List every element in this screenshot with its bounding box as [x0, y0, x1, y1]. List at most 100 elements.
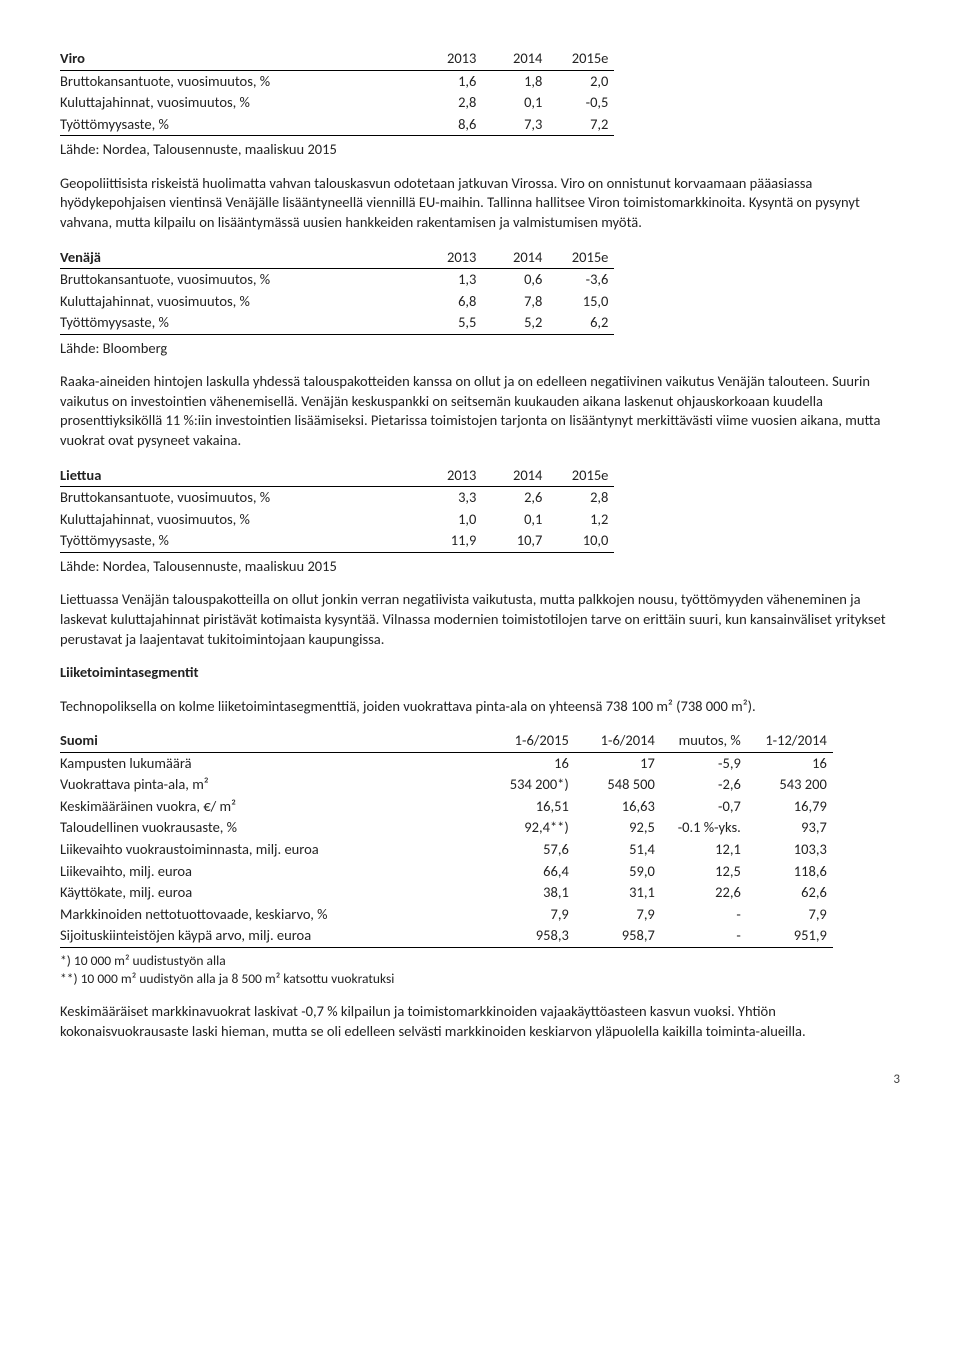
cell: 7,3 [482, 114, 548, 136]
row-label: Bruttokansantuote, vuosimuutos, % [60, 487, 416, 509]
paragraph: Keskimääräiset markkinavuokrat laskivat … [60, 1002, 900, 1041]
cell: 66,4 [489, 861, 575, 883]
cell: 6,8 [416, 291, 482, 313]
table-venaja: Venäjä 2013 2014 2015e Bruttokansantuote… [60, 247, 614, 335]
row-label: Bruttokansantuote, vuosimuutos, % [60, 269, 416, 291]
cell: 2,8 [416, 92, 482, 114]
cell: 0,1 [482, 92, 548, 114]
table-suomi: Suomi 1-6/2015 1-6/2014 muutos, % 1-12/2… [60, 730, 833, 948]
cell: 51,4 [575, 839, 661, 861]
cell: 62,6 [747, 882, 833, 904]
cell: 0,1 [482, 509, 548, 531]
row-label: Kuluttajahinnat, vuosimuutos, % [60, 291, 416, 313]
paragraph: Technopoliksella on kolme liiketoimintas… [60, 697, 900, 717]
cell: 16 [489, 752, 575, 774]
cell: 2,8 [548, 487, 614, 509]
col-header: 2013 [416, 247, 482, 269]
cell: 548 500 [575, 774, 661, 796]
col-header: 1-6/2015 [489, 730, 575, 752]
row-label: Sijoituskiinteistöjen käypä arvo, milj. … [60, 925, 489, 947]
row-label: Kuluttajahinnat, vuosimuutos, % [60, 92, 416, 114]
row-label: Työttömyysaste, % [60, 312, 416, 334]
col-header: 2015e [548, 465, 614, 487]
cell: 2,6 [482, 487, 548, 509]
cell: 15,0 [548, 291, 614, 313]
table-title: Suomi [60, 730, 489, 752]
cell: 7,2 [548, 114, 614, 136]
cell: 118,6 [747, 861, 833, 883]
col-header: 2015e [548, 48, 614, 70]
col-header: 2013 [416, 465, 482, 487]
col-header: 2014 [482, 48, 548, 70]
col-header: 2015e [548, 247, 614, 269]
cell: 38,1 [489, 882, 575, 904]
source-line: Lähde: Nordea, Talousennuste, maaliskuu … [60, 557, 900, 577]
cell: 7,9 [575, 904, 661, 926]
cell: 1,3 [416, 269, 482, 291]
source-line: Lähde: Bloomberg [60, 339, 900, 359]
row-label: Bruttokansantuote, vuosimuutos, % [60, 70, 416, 92]
cell: -5,9 [661, 752, 747, 774]
cell: -2,6 [661, 774, 747, 796]
cell: 16,51 [489, 796, 575, 818]
paragraph: Geopoliittisista riskeistä huolimatta va… [60, 174, 900, 233]
table-liettua: Liettua 2013 2014 2015e Bruttokansantuot… [60, 465, 614, 553]
paragraph: Liettuassa Venäjän talouspakotteilla on … [60, 590, 900, 649]
table-title: Venäjä [60, 247, 416, 269]
col-header: muutos, % [661, 730, 747, 752]
col-header: 1-12/2014 [747, 730, 833, 752]
col-header: 1-6/2014 [575, 730, 661, 752]
cell: 92,4**) [489, 817, 575, 839]
cell: 16,79 [747, 796, 833, 818]
cell: 59,0 [575, 861, 661, 883]
source-line: Lähde: Nordea, Talousennuste, maaliskuu … [60, 140, 900, 160]
row-label: Käyttökate, milj. euroa [60, 882, 489, 904]
cell: 103,3 [747, 839, 833, 861]
row-label: Vuokrattava pinta-ala, m² [60, 774, 489, 796]
row-label: Kampusten lukumäärä [60, 752, 489, 774]
cell: 22,6 [661, 882, 747, 904]
cell: 5,5 [416, 312, 482, 334]
cell: 10,0 [548, 530, 614, 552]
cell: 6,2 [548, 312, 614, 334]
row-label: Kuluttajahinnat, vuosimuutos, % [60, 509, 416, 531]
cell: 534 200*) [489, 774, 575, 796]
paragraph: Raaka-aineiden hintojen laskulla yhdessä… [60, 372, 900, 450]
table-title: Liettua [60, 465, 416, 487]
cell: 16 [747, 752, 833, 774]
footnote: **) 10 000 m² uudistyön alla ja 8 500 m²… [60, 970, 900, 988]
cell: 1,6 [416, 70, 482, 92]
cell: - [661, 904, 747, 926]
cell: 7,8 [482, 291, 548, 313]
cell: 8,6 [416, 114, 482, 136]
cell: 31,1 [575, 882, 661, 904]
cell: 57,6 [489, 839, 575, 861]
cell: 16,63 [575, 796, 661, 818]
col-header: 2013 [416, 48, 482, 70]
cell: - [661, 925, 747, 947]
cell: 10,7 [482, 530, 548, 552]
cell: 17 [575, 752, 661, 774]
cell: 1,8 [482, 70, 548, 92]
cell: 1,0 [416, 509, 482, 531]
row-label: Liikevaihto, milj. euroa [60, 861, 489, 883]
cell: 543 200 [747, 774, 833, 796]
cell: 5,2 [482, 312, 548, 334]
cell: 958,3 [489, 925, 575, 947]
row-label: Markkinoiden nettotuottovaade, keskiarvo… [60, 904, 489, 926]
cell: 12,5 [661, 861, 747, 883]
row-label: Liikevaihto vuokraustoiminnasta, milj. e… [60, 839, 489, 861]
cell: 93,7 [747, 817, 833, 839]
cell: -0.1 %-yks. [661, 817, 747, 839]
table-title: Viro [60, 48, 416, 70]
cell: 12,1 [661, 839, 747, 861]
cell: 3,3 [416, 487, 482, 509]
cell: 1,2 [548, 509, 614, 531]
cell: 7,9 [489, 904, 575, 926]
page-number: 3 [60, 1071, 900, 1089]
col-header: 2014 [482, 465, 548, 487]
row-label: Työttömyysaste, % [60, 530, 416, 552]
cell: 2,0 [548, 70, 614, 92]
table-viro: Viro 2013 2014 2015e Bruttokansantuote, … [60, 48, 614, 136]
cell: 11,9 [416, 530, 482, 552]
